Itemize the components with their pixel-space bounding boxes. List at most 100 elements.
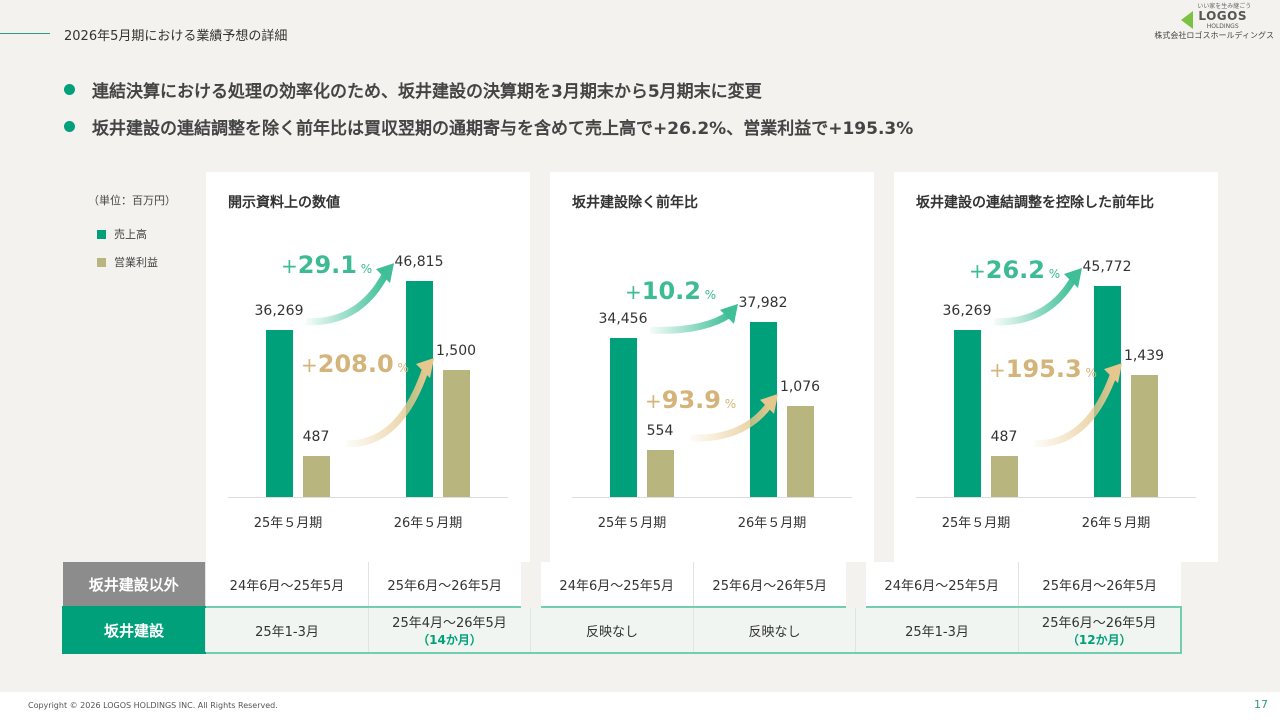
row-header: 坂井建設以外 [62,562,206,607]
logo: いい家を生み継ごう LOGOS HOLDINGS 株式会社ロゴスホールディングス [1154,3,1274,41]
table-cell: 25年6月～26年5月 [693,562,856,607]
sales-bar [266,329,293,497]
table-cell: 反映なし [530,606,694,654]
arrowhead-icon [720,303,738,324]
chart-title: 坂井建設除く前年比 [572,195,698,211]
growth-arrows [649,303,778,442]
profit-growth: +208.0 % [301,349,409,378]
profit-bar [443,369,470,497]
baseline [228,497,508,498]
sales-growth: +26.2 % [969,255,1061,284]
logo-sub: HOLDINGS [1206,23,1239,30]
growth-value: 195.3 [1005,355,1082,384]
logo-tagline: いい家を生み継ごう [1197,3,1252,10]
sales-bar [610,338,637,497]
cell-months: （14か月） [417,633,482,647]
profit-bar [647,450,674,497]
sales-growth: +29.1 % [281,251,373,280]
growth-value: 10.2 [641,277,701,306]
period-table: 坂井建設以外 24年6月～25年5月 25年6月～26年5月 24年6月～25年… [62,562,1182,654]
profit-growth: +195.3 % [989,355,1097,384]
arrowhead-icon [1064,267,1082,288]
value-label: 45,772 [1082,258,1132,275]
profit-growth: +93.9 % [645,385,737,414]
sales-growth: +10.2 % [625,277,717,306]
value-label: 487 [990,428,1018,445]
table-cell: 24年6月～25年5月 [845,562,1019,607]
table-cell: 25年4月～26年5月 （14か月） [368,606,531,654]
growth-value: 26.2 [985,255,1045,284]
page-number: 17 [1254,698,1268,711]
x-tick-label: 26年５月期 [1081,516,1151,531]
x-tick-label: 26年５月期 [393,516,463,531]
bullet-2: 坂井建設の連結調整を除く前年比は買収翌期の通期寄与を含めて売上高で+26.2%、… [64,114,913,139]
bullet-dot-icon [64,84,75,95]
bullet-text: 連結決算における処理の効率化のため、坂井建設の決算期を3月期末から5月期末に変更 [92,82,762,102]
cell-months: （12か月） [1066,633,1132,647]
table-cell: 25年6月～26年5月 [1018,562,1181,607]
logo-chevron-icon [1181,11,1194,29]
table-cell: 25年6月～26年5月 [368,562,531,607]
value-label: 36,269 [254,302,304,319]
profit-bar [991,455,1018,497]
value-label: 34,456 [598,311,648,328]
legend-swatch [97,257,106,267]
value-label: 1,076 [779,378,821,395]
chart-title: 開示資料上の数値 [228,195,340,211]
x-tick-label: 25年５月期 [253,516,323,531]
x-tick-label: 26年５月期 [737,516,807,531]
row-header: 坂井建設 [62,606,206,654]
legend-sales: 売上高 [97,226,147,242]
cell-text: 反映なし [748,624,801,640]
growth-arrow [649,310,733,334]
sales-bar [954,329,981,497]
profit-bar [1131,375,1158,497]
cell-text: 25年6月～26年5月 [1041,616,1157,631]
baseline [572,497,852,498]
legend-label: 営業利益 [114,256,158,269]
header-rule [0,33,50,34]
arrowhead-icon [376,263,394,284]
x-tick-label: 25年５月期 [597,516,667,531]
table-row-others: 坂井建設以外 24年6月～25年5月 25年6月～26年5月 24年6月～25年… [62,562,1181,607]
chart-panel: 坂井建設除く前年比 34,456 37,982 554 1,076 25年５月期 26年５月… [550,172,874,562]
logo-name: LOGOS [1198,9,1247,23]
value-label: 1,439 [1123,348,1165,365]
bullet-1: 連結決算における処理の効率化のため、坂井建設の決算期を3月期末から5月期末に変更 [64,77,762,102]
table-cell: 25年1-3月 [205,606,369,654]
cell-text: 25年1-3月 [905,624,969,640]
value-label: 36,269 [942,302,992,319]
logo-mark: LOGOS HOLDINGS [1181,10,1247,30]
cell-text: 25年1-3月 [255,624,319,640]
cell-text: 25年4月～26年5月 [392,616,507,631]
legend-label: 売上高 [114,228,147,241]
bullet-dot-icon [64,121,75,132]
cell-text: 反映なし [585,624,638,640]
chart-title: 坂井建設の連結調整を控除した前年比 [916,195,1154,211]
legend-swatch [97,229,106,239]
copyright: Copyright © 2026 LOGOS HOLDINGS INC. All… [28,701,278,710]
legend-profit: 営業利益 [97,254,158,270]
bullet-text: 坂井建設の連結調整を除く前年比は買収翌期の通期寄与を含めて売上高で+26.2%、… [92,119,914,139]
table-row-sakai: 坂井建設 25年1-3月 25年4月～26年5月 （14か月） 反映なし 反映なし… [62,606,1182,654]
value-label: 487 [302,428,330,445]
table-cell: 25年6月～26年5月 （12か月） [1018,606,1182,654]
x-tick-label: 25年５月期 [941,516,1011,531]
logo-company: 株式会社ロゴスホールディングス [1154,31,1274,40]
profit-bar [787,405,814,497]
table-cell: 25年1-3月 [855,606,1019,654]
profit-bar [303,455,330,497]
growth-value: 208.0 [317,349,394,378]
chart-panel: 坂井建設の連結調整を控除した前年比 36,269 45,772 487 1,439 25年… [894,172,1218,562]
value-label: 554 [646,423,674,440]
value-label: 1,500 [435,342,477,359]
sales-bar [750,321,777,497]
growth-value: 93.9 [661,385,721,414]
value-label: 37,982 [738,294,788,311]
sales-bar [1094,285,1121,497]
baseline [916,497,1196,498]
unit-label: （単位：百万円） [88,194,176,207]
value-label: 46,815 [394,254,444,271]
growth-value: 29.1 [297,251,357,280]
logo-wordmark: LOGOS HOLDINGS [1198,9,1247,31]
